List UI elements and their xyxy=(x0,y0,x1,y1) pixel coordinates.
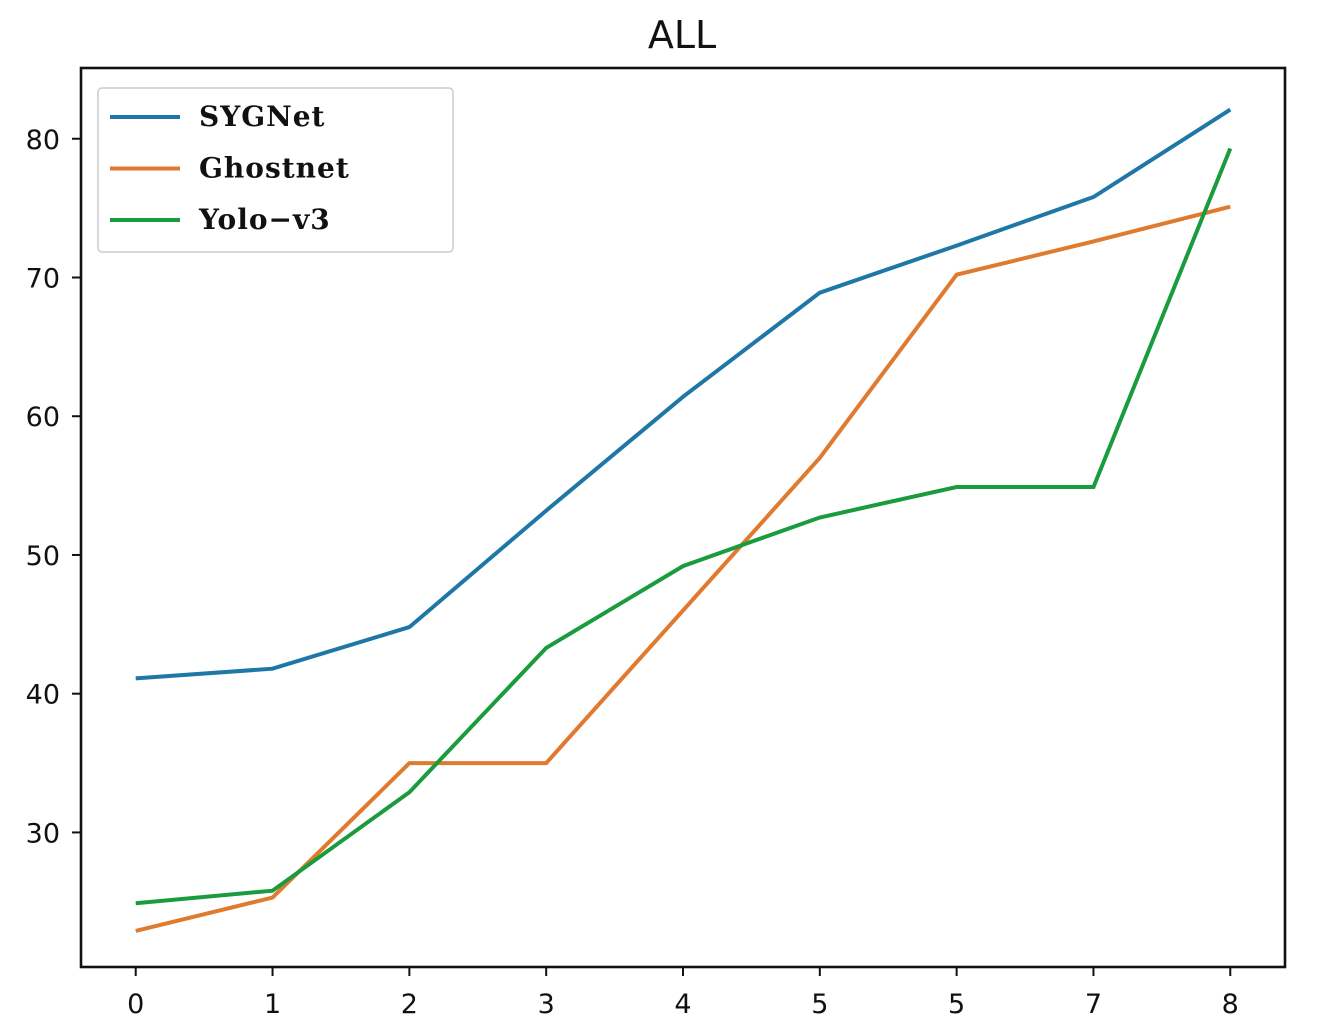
series-line-yolo-v3 xyxy=(135,147,1233,906)
x-tick-label: 3 xyxy=(538,989,555,1020)
x-tick-label: 5 xyxy=(811,989,828,1020)
x-tick-label: 7 xyxy=(1085,989,1102,1020)
y-tick-label: 80 xyxy=(26,125,60,156)
x-tick-label: 4 xyxy=(674,989,691,1020)
y-tick-label: 40 xyxy=(26,680,60,711)
legend-label: SYGNet xyxy=(199,100,325,133)
legend-label: Yolo−v3 xyxy=(198,203,331,236)
x-tick-label: 8 xyxy=(1222,989,1239,1020)
y-axis: 30 40 50 60 70 80 xyxy=(26,125,81,849)
chart-title: ALL xyxy=(648,13,716,57)
series-layer xyxy=(135,107,1233,933)
legend: SYGNet Ghostnet Yolo−v3 xyxy=(97,87,454,253)
x-tick-label: 5 xyxy=(948,989,965,1020)
legend-label: Ghostnet xyxy=(199,152,350,185)
x-tick-label: 0 xyxy=(127,989,144,1020)
series-line-sygnet xyxy=(135,107,1232,681)
y-tick-label: 30 xyxy=(26,818,60,849)
x-axis: 0 1 2 3 4 5 5 7 8 xyxy=(127,967,1239,1020)
series-line-ghostnet xyxy=(135,204,1231,933)
y-tick-label: 60 xyxy=(26,402,60,433)
x-tick-label: 2 xyxy=(401,989,418,1020)
x-tick-label: 1 xyxy=(264,989,281,1020)
y-tick-label: 50 xyxy=(26,541,60,572)
legend-box xyxy=(97,87,454,253)
y-tick-label: 70 xyxy=(26,263,60,294)
